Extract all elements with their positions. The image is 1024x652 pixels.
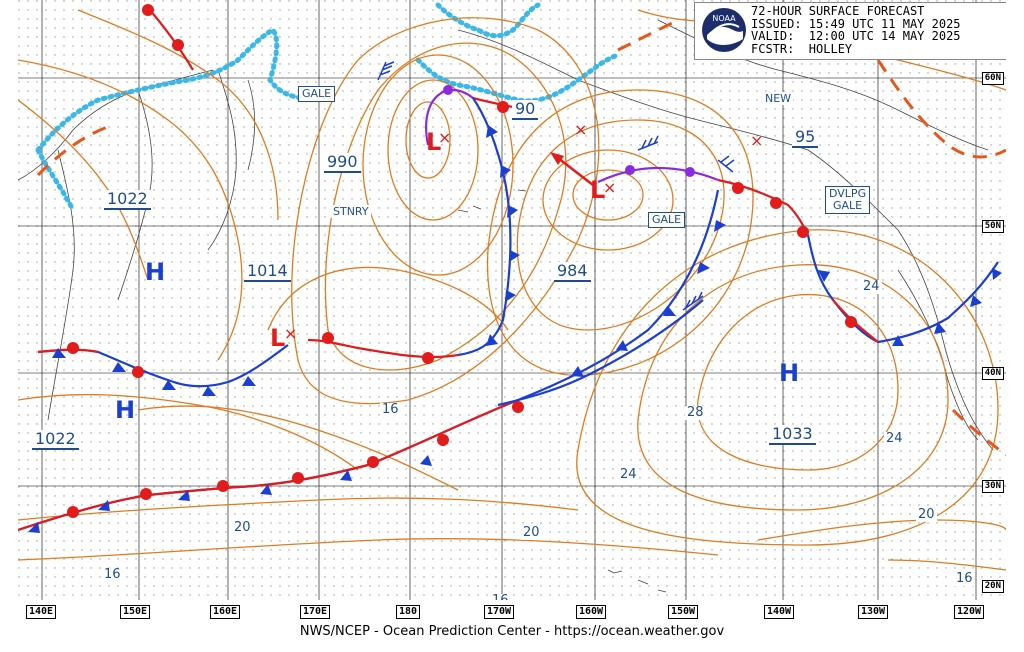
front-symbols [28,4,1002,533]
latitude-label-60n: 60N [981,72,1004,85]
new-label: NEW [763,92,794,105]
isobar-label: 28 [685,405,706,420]
footer-credit: NWS/NCEP - Ocean Prediction Center - htt… [299,624,725,639]
forecast-header: NOAA 72-HOUR SURFACE FORECAST ISSUED: 15:… [694,2,1006,60]
pressure-value: 1022 [104,190,151,210]
isobar-label: 16 [380,402,401,417]
header-issued: ISSUED: 15:49 UTC 11 MAY 2025 [751,16,961,31]
low-center-marker: × [438,128,452,147]
high-pressure-center: H [779,359,800,387]
noaa-logo-text: NOAA [712,14,736,23]
low-center-marker: × [284,324,298,343]
isobar-label: 20 [232,520,253,535]
latitude-label-50n: 50N [981,220,1004,233]
longitude-axis: 140E 150E 160E 170E 180 170W 160W 150W 1… [18,600,1006,626]
storm-motion-arrow [550,152,594,186]
longitude-label: 170E [300,605,331,619]
latitude-label-30n: 30N [981,480,1004,493]
stationary-label: STNRY [331,205,371,218]
high-pressure-center: H [115,396,136,424]
pressure-value: 95 [792,128,819,148]
pressure-value: 90 [512,100,539,120]
isobar-label: 24 [618,467,639,482]
low-pressure-center: L [426,128,442,156]
gale-warning-label: GALE [648,212,686,228]
header-forecaster: FCSTR: HOLLEY [751,41,853,56]
storm-position-marker: × [574,120,588,139]
header-text: 72-HOUR SURFACE FORECAST ISSUED: 15:49 UT… [751,5,961,55]
pressure-value: 1014 [244,262,291,282]
wind-barbs [377,61,735,311]
longitude-label: 170W [484,605,515,619]
pressure-value: 984 [554,262,591,282]
weather-map: NOAA 72-HOUR SURFACE FORECAST ISSUED: 15:… [18,0,1006,600]
dot-background [18,0,1006,600]
storm-position-marker: × [750,131,764,150]
latitude-label-20n: 20N [981,580,1004,593]
gale-warning-label: GALE [298,86,336,102]
pressure-value: 1033 [769,425,816,445]
high-pressure-center: H [145,258,166,286]
isobar-label: 16 [490,594,511,600]
isobar-label: 24 [884,431,905,446]
lat-lon-grid [18,0,1006,600]
longitude-label: 150E [120,605,151,619]
noaa-logo-icon: NOAA [702,8,746,52]
longitude-label: 160W [576,605,607,619]
low-center-marker: × [603,178,617,197]
low-pressure-center: L [590,176,606,204]
longitude-label: 160E [210,605,241,619]
isobar-label: 24 [861,279,882,294]
latitude-label-40n: 40N [981,367,1004,380]
longitude-label: 140E [26,605,57,619]
low-pressure-center: L [270,324,286,352]
developing-gale-label: DVLPG GALE [825,186,871,214]
longitude-label: 150W [668,605,699,619]
troughs [36,18,1006,457]
longitude-label: 140W [764,605,795,619]
longitude-label: 130W [858,605,889,619]
header-title: 72-HOUR SURFACE FORECAST [751,4,925,18]
pressure-value: 1022 [32,430,79,450]
isobar-label: 16 [102,567,123,582]
isobar-label: 20 [521,525,542,540]
longitude-label: 120W [954,605,985,619]
map-canvas [18,0,1006,600]
pressure-value: 990 [324,153,361,173]
isobar-label: 20 [916,507,937,522]
header-valid: VALID: 12:00 UTC 14 MAY 2025 [751,29,961,43]
isobar-label: 16 [954,571,975,586]
isobars [18,9,1006,571]
longitude-label: 180 [396,605,421,619]
